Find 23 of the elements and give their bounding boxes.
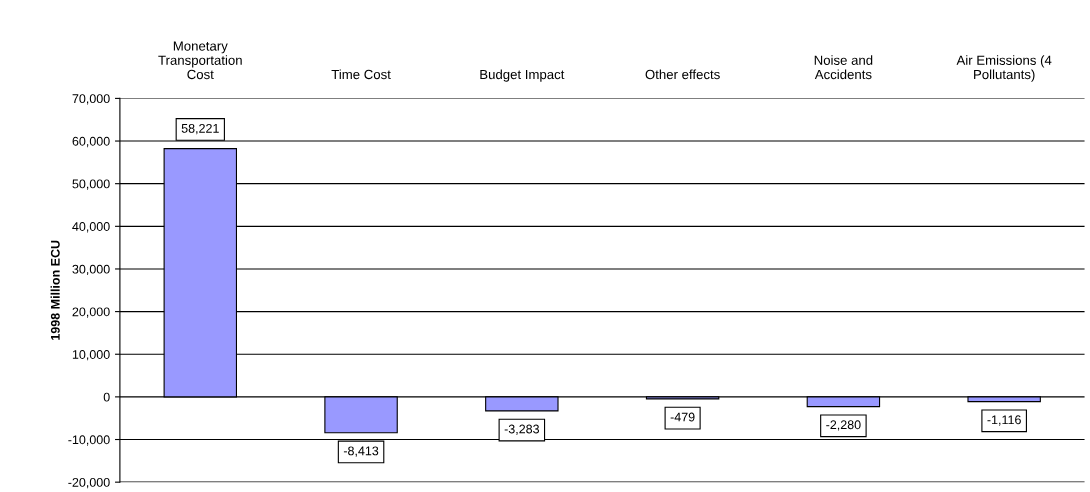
y-tick-label: 20,000 [72,307,110,318]
y-tick-label: 70,000 [72,94,110,105]
data-label: -3,283 [504,424,540,435]
x-tick-label: Noise and Accidents [814,55,873,80]
x-tick-label: Other effects [645,69,720,80]
y-tick-label: 10,000 [72,350,110,361]
x-tick-label: Monetary Transportation Cost [158,41,242,80]
y-tick-label: 50,000 [72,179,110,190]
data-label: -2,280 [826,420,861,431]
x-tick-label: Time Cost [331,69,391,80]
x-tick-label: Air Emissions (4 Pollutants) [956,55,1052,82]
data-label: 58,221 [181,123,219,135]
y-axis-title: 1998 Million ECU [50,240,60,340]
y-tick-label: 0 [103,392,110,402]
data-label: -479 [670,412,695,422]
y-tick-label: 30,000 [72,264,110,276]
x-tick-label: Budget Impact [480,69,565,82]
y-tick-label: -10,000 [68,435,110,446]
y-tick-label: -20,000 [68,477,110,489]
data-label: -1,116 [987,415,1021,426]
y-tick-label: 60,000 [72,136,110,148]
data-label: -8,413 [343,446,379,457]
y-tick-label: 40,000 [72,222,110,233]
